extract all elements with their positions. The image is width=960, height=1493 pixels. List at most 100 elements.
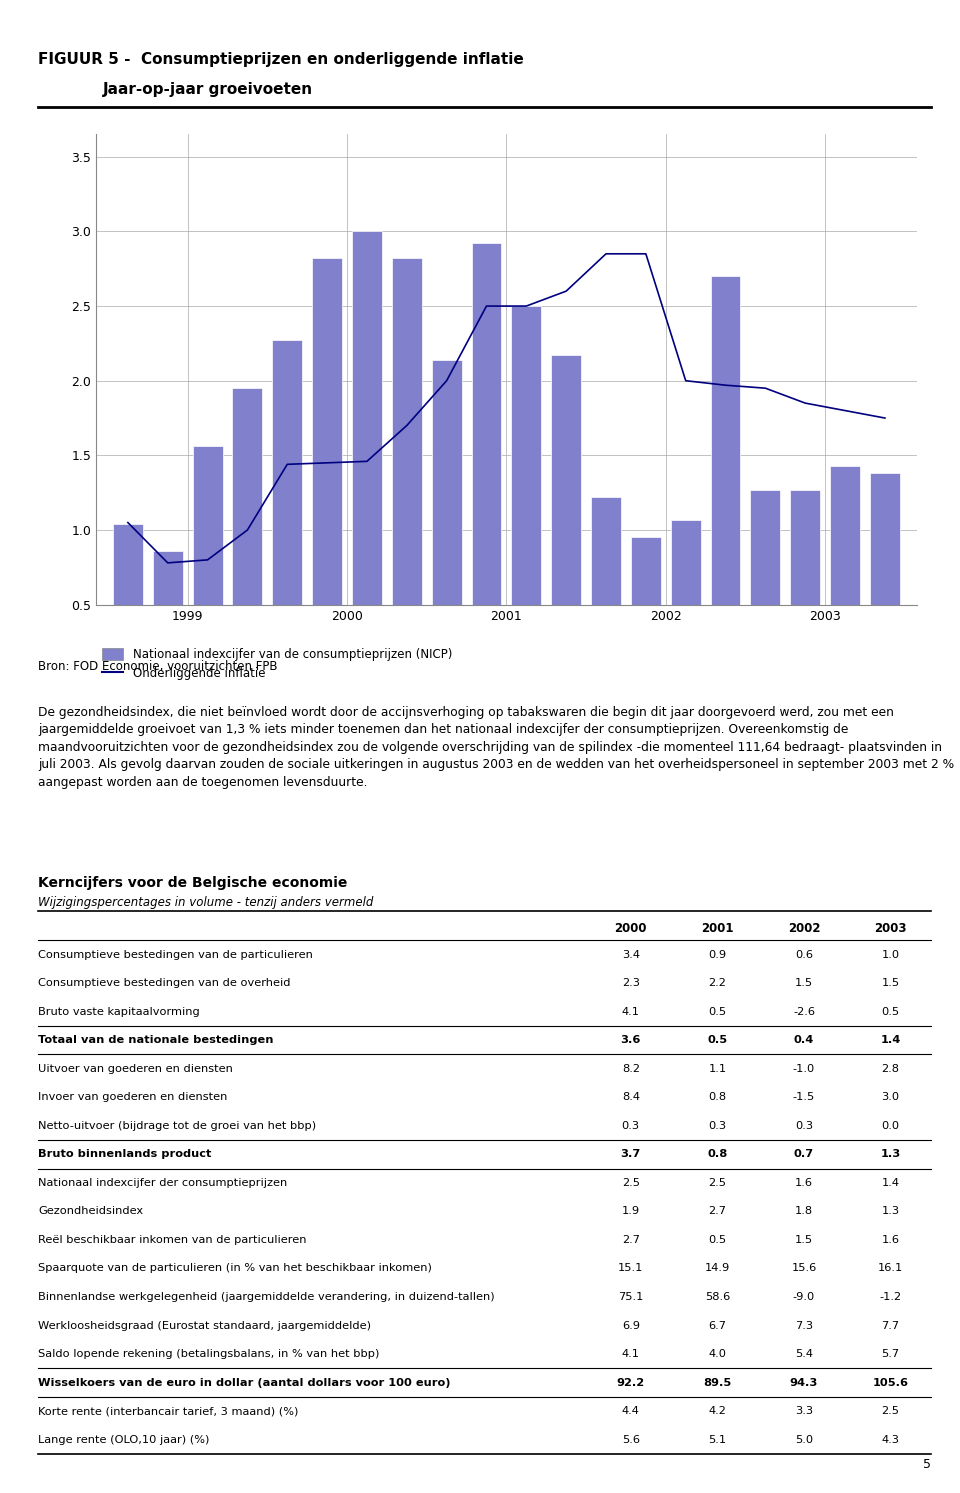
Text: 4.0: 4.0 — [708, 1350, 727, 1359]
Text: 0.8: 0.8 — [708, 1150, 728, 1160]
Text: 6.7: 6.7 — [708, 1320, 727, 1330]
Text: 75.1: 75.1 — [618, 1291, 643, 1302]
Bar — [790, 490, 820, 679]
Text: -1.0: -1.0 — [793, 1063, 815, 1073]
Text: Nationaal indexcijfer der consumptieprijzen: Nationaal indexcijfer der consumptieprij… — [38, 1178, 288, 1188]
Text: De gezondheidsindex, die niet beïnvloed wordt door de accijnsverhoging op tabaks: De gezondheidsindex, die niet beïnvloed … — [38, 706, 954, 788]
Text: Netto-uitvoer (bijdrage tot de groei van het bbp): Netto-uitvoer (bijdrage tot de groei van… — [38, 1121, 317, 1130]
Text: 6.9: 6.9 — [622, 1320, 639, 1330]
Text: 0.8: 0.8 — [708, 1093, 727, 1102]
Text: 2002: 2002 — [788, 923, 820, 935]
Legend: Nationaal indexcijfer van de consumptieprijzen (NICP), Onderliggende inflatie: Nationaal indexcijfer van de consumptiep… — [102, 648, 452, 681]
Text: 2.3: 2.3 — [622, 978, 639, 988]
Text: 2001: 2001 — [701, 923, 733, 935]
Text: 2.5: 2.5 — [708, 1178, 727, 1188]
Bar — [471, 243, 501, 679]
Text: 5.4: 5.4 — [795, 1350, 813, 1359]
Text: 0.4: 0.4 — [794, 1035, 814, 1045]
Bar — [710, 276, 740, 679]
Text: 2.5: 2.5 — [622, 1178, 639, 1188]
Text: 0.3: 0.3 — [622, 1121, 639, 1130]
Text: 2.8: 2.8 — [881, 1063, 900, 1073]
Text: 3.0: 3.0 — [881, 1093, 900, 1102]
Text: 0.0: 0.0 — [881, 1121, 900, 1130]
Bar — [870, 473, 900, 679]
Bar — [751, 490, 780, 679]
Text: 1.4: 1.4 — [881, 1178, 900, 1188]
Text: 5.7: 5.7 — [881, 1350, 900, 1359]
Text: Consumptieve bestedingen van de overheid: Consumptieve bestedingen van de overheid — [38, 978, 291, 988]
Text: 92.2: 92.2 — [616, 1378, 645, 1387]
Text: 4.1: 4.1 — [622, 1006, 639, 1017]
Text: Wisselkoers van de euro in dollar (aantal dollars voor 100 euro): Wisselkoers van de euro in dollar (aanta… — [38, 1378, 451, 1387]
Text: FIGUUR 5 -  Consumptieprijzen en onderliggende inflatie: FIGUUR 5 - Consumptieprijzen en onderlig… — [38, 52, 524, 67]
Bar — [392, 258, 421, 679]
Text: 7.3: 7.3 — [795, 1320, 813, 1330]
Text: 16.1: 16.1 — [878, 1263, 903, 1274]
Text: 2.5: 2.5 — [881, 1406, 900, 1417]
Bar — [631, 537, 660, 679]
Text: 1.5: 1.5 — [881, 978, 900, 988]
Text: Uitvoer van goederen en diensten: Uitvoer van goederen en diensten — [38, 1063, 233, 1073]
Text: 5.6: 5.6 — [622, 1435, 639, 1445]
Text: 1.5: 1.5 — [795, 978, 813, 988]
Text: 5: 5 — [924, 1457, 931, 1471]
Text: Jaar-op-jaar groeivoeten: Jaar-op-jaar groeivoeten — [103, 82, 313, 97]
Text: Korte rente (interbancair tarief, 3 maand) (%): Korte rente (interbancair tarief, 3 maan… — [38, 1406, 299, 1417]
Text: 4.3: 4.3 — [881, 1435, 900, 1445]
Text: Binnenlandse werkgelegenheid (jaargemiddelde verandering, in duizend-tallen): Binnenlandse werkgelegenheid (jaargemidd… — [38, 1291, 495, 1302]
Text: -2.6: -2.6 — [793, 1006, 815, 1017]
Text: 8.2: 8.2 — [622, 1063, 639, 1073]
Text: 2.2: 2.2 — [708, 978, 727, 988]
Text: 15.1: 15.1 — [618, 1263, 643, 1274]
Bar — [232, 388, 262, 679]
Text: 105.6: 105.6 — [873, 1378, 908, 1387]
Text: Reël beschikbaar inkomen van de particulieren: Reël beschikbaar inkomen van de particul… — [38, 1235, 307, 1245]
Bar — [551, 355, 581, 679]
Text: 3.3: 3.3 — [795, 1406, 813, 1417]
Text: Gezondheidsindex: Gezondheidsindex — [38, 1206, 144, 1217]
Text: Spaarquote van de particulieren (in % van het beschikbaar inkomen): Spaarquote van de particulieren (in % va… — [38, 1263, 432, 1274]
Text: -1.2: -1.2 — [879, 1291, 901, 1302]
Text: 3.6: 3.6 — [620, 1035, 641, 1045]
Text: -1.5: -1.5 — [793, 1093, 815, 1102]
Text: 4.4: 4.4 — [622, 1406, 639, 1417]
Text: 1.0: 1.0 — [881, 950, 900, 960]
Text: Kerncijfers voor de Belgische economie: Kerncijfers voor de Belgische economie — [38, 876, 348, 890]
Text: Bron: FOD Economie, vooruitzichten FPB: Bron: FOD Economie, vooruitzichten FPB — [38, 660, 277, 672]
Text: 0.7: 0.7 — [794, 1150, 814, 1160]
Text: 0.3: 0.3 — [795, 1121, 813, 1130]
Text: 5.0: 5.0 — [795, 1435, 813, 1445]
Text: 1.5: 1.5 — [795, 1235, 813, 1245]
Text: -9.0: -9.0 — [793, 1291, 815, 1302]
Text: 0.6: 0.6 — [795, 950, 813, 960]
Text: 0.3: 0.3 — [708, 1121, 727, 1130]
Text: 2000: 2000 — [614, 923, 647, 935]
Text: Lange rente (OLO,10 jaar) (%): Lange rente (OLO,10 jaar) (%) — [38, 1435, 210, 1445]
Bar — [512, 306, 541, 679]
Text: 94.3: 94.3 — [790, 1378, 818, 1387]
Text: 0.5: 0.5 — [881, 1006, 900, 1017]
Text: 0.9: 0.9 — [708, 950, 727, 960]
Text: 7.7: 7.7 — [881, 1320, 900, 1330]
Text: 0.5: 0.5 — [708, 1235, 727, 1245]
Text: Invoer van goederen en diensten: Invoer van goederen en diensten — [38, 1093, 228, 1102]
Text: 2003: 2003 — [875, 923, 907, 935]
Text: Bruto vaste kapitaalvorming: Bruto vaste kapitaalvorming — [38, 1006, 200, 1017]
Text: 1.9: 1.9 — [622, 1206, 639, 1217]
Text: 1.6: 1.6 — [881, 1235, 900, 1245]
Text: 1.8: 1.8 — [795, 1206, 813, 1217]
Text: Wijzigingspercentages in volume - tenzij anders vermeld: Wijzigingspercentages in volume - tenzij… — [38, 896, 373, 909]
Text: Bruto binnenlands product: Bruto binnenlands product — [38, 1150, 212, 1160]
Text: 0.5: 0.5 — [708, 1035, 728, 1045]
Text: Consumptieve bestedingen van de particulieren: Consumptieve bestedingen van de particul… — [38, 950, 313, 960]
Text: 3.7: 3.7 — [621, 1150, 641, 1160]
Text: Totaal van de nationale bestedingen: Totaal van de nationale bestedingen — [38, 1035, 274, 1045]
Text: 15.6: 15.6 — [791, 1263, 817, 1274]
Bar — [352, 231, 382, 679]
Text: 1.4: 1.4 — [880, 1035, 900, 1045]
Text: 89.5: 89.5 — [704, 1378, 732, 1387]
Bar — [153, 551, 182, 679]
Bar — [193, 446, 223, 679]
Bar — [591, 497, 621, 679]
